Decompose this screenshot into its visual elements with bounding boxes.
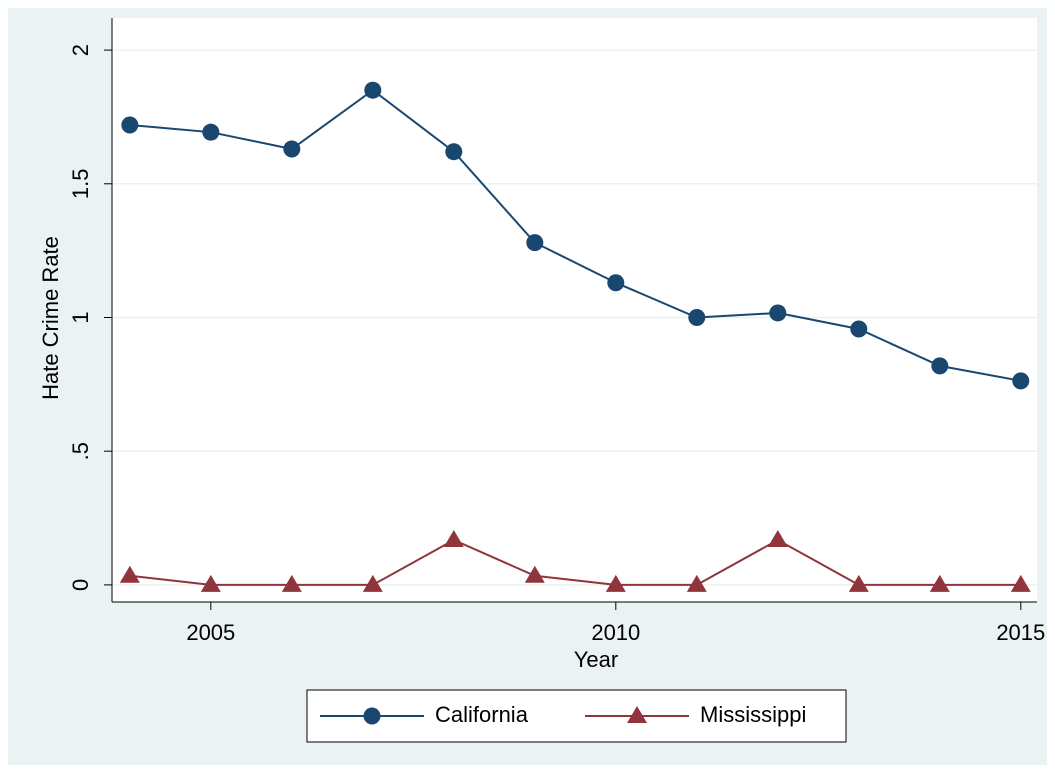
legend-label: California <box>435 702 529 727</box>
marker <box>281 574 302 592</box>
legend-label: Mississippi <box>700 702 806 727</box>
marker <box>607 274 625 292</box>
marker <box>364 81 382 99</box>
marker <box>1010 574 1031 592</box>
marker <box>200 574 221 592</box>
marker <box>688 308 706 326</box>
marker <box>524 565 545 583</box>
y-tick-label: 2 <box>68 44 93 56</box>
marker <box>686 574 707 592</box>
marker <box>443 529 464 547</box>
marker <box>850 320 868 338</box>
y-tick-label: 0 <box>68 579 93 591</box>
y-axis-label: Hate Crime Rate <box>38 236 63 400</box>
marker <box>605 574 626 592</box>
marker <box>283 140 301 158</box>
legend-marker <box>363 707 381 725</box>
marker <box>848 574 869 592</box>
series-line <box>129 538 1021 586</box>
series-line <box>129 88 1021 382</box>
y-tick-label: 1.5 <box>68 168 93 199</box>
marker <box>769 304 787 322</box>
marker <box>1012 372 1030 390</box>
marker <box>362 574 383 592</box>
y-tick-label: 1 <box>68 311 93 323</box>
plot-region <box>112 18 1037 602</box>
marker <box>119 565 140 583</box>
marker <box>121 116 139 134</box>
x-tick-label: 2015 <box>996 620 1045 645</box>
x-axis-label: Year <box>574 647 618 672</box>
marker <box>931 357 949 375</box>
marker <box>445 143 463 161</box>
marker <box>929 574 950 592</box>
legend-marker <box>627 706 647 723</box>
marker <box>526 234 544 252</box>
x-tick-label: 2005 <box>186 620 235 645</box>
marker <box>767 529 788 547</box>
y-tick-label: .5 <box>68 442 93 460</box>
x-tick-label: 2010 <box>591 620 640 645</box>
marker <box>202 123 220 141</box>
